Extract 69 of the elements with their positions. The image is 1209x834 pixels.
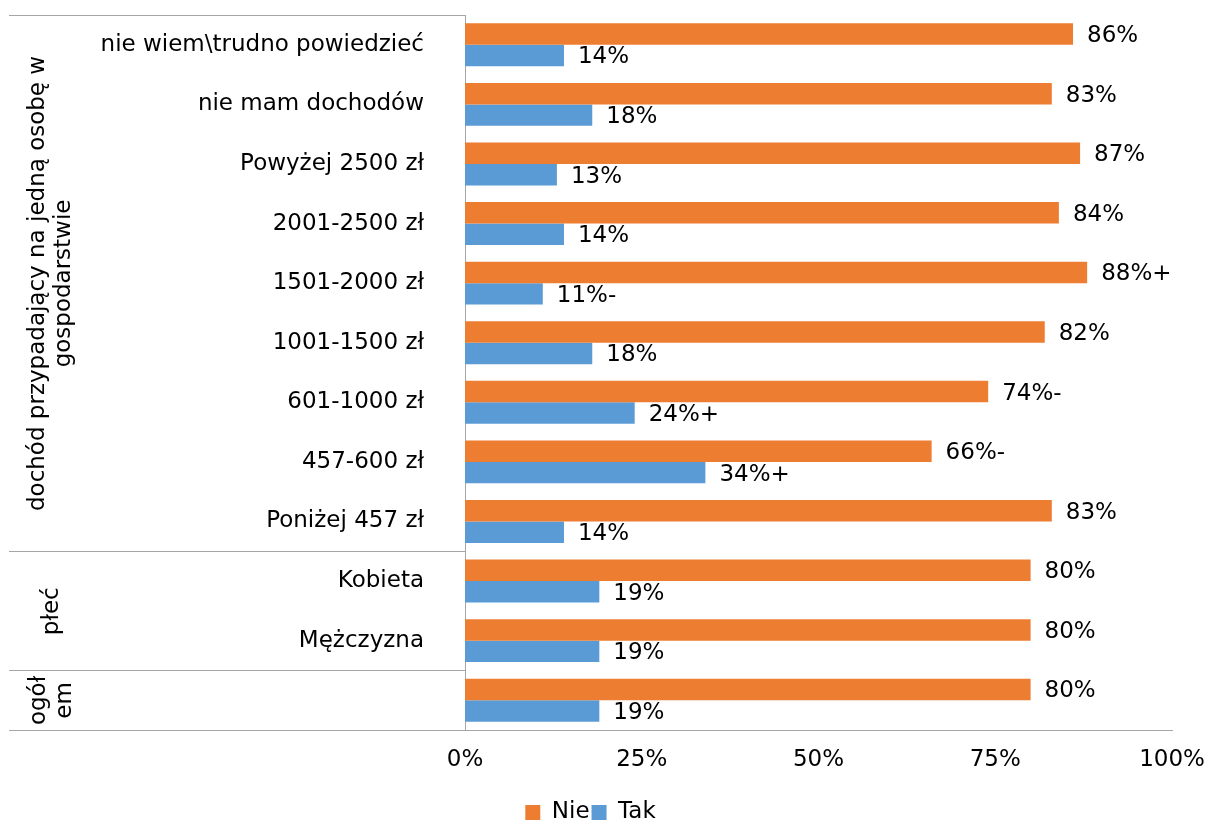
bar	[465, 380, 989, 403]
data-label: 24%+	[648, 399, 720, 426]
bar	[465, 678, 1031, 701]
legend-label: Nie	[551, 797, 590, 824]
bar	[465, 342, 593, 365]
data-label: 87%	[1094, 140, 1146, 167]
x-tick-label: 0%	[446, 744, 484, 771]
bar	[465, 521, 564, 543]
data-label: 83%	[1065, 497, 1117, 524]
data-label: 66%-	[945, 438, 1006, 465]
bar	[465, 700, 600, 722]
data-label: 14%	[577, 221, 630, 248]
bar	[465, 223, 564, 245]
text: dochód przypadający na jedną osobę w gospodarstwie	[23, 54, 77, 513]
bar	[465, 619, 1031, 641]
data-label: 86%	[1087, 21, 1139, 48]
data-label: 83%	[1065, 80, 1117, 107]
y-tick-label: 601-1000 zł	[287, 387, 425, 414]
bar	[465, 500, 1052, 522]
data-label: 13%	[570, 161, 623, 188]
y-tick-label: 457-600 zł	[301, 446, 425, 473]
text: ogółem	[23, 674, 77, 727]
bar	[465, 23, 1074, 45]
y-tick-label: 2001-2500 zł	[272, 208, 425, 235]
text: płeć	[36, 586, 64, 637]
y-tick-label: nie wiem\trudno powiedzieć	[100, 29, 424, 56]
bar	[465, 44, 564, 67]
bar	[465, 461, 706, 484]
legend-label: Tak	[617, 797, 657, 824]
data-label: 84%	[1072, 199, 1125, 226]
data-label: 18%	[606, 340, 658, 367]
data-label: 82%	[1058, 318, 1110, 345]
bar	[465, 82, 1052, 105]
data-label: 19%	[613, 697, 665, 724]
data-label: 74%-	[1002, 378, 1062, 405]
bar	[465, 402, 635, 424]
y-tick-label: Powyżej 2500 zł	[240, 148, 425, 175]
data-label: 19%	[613, 638, 665, 665]
x-tick-label: 75%	[969, 744, 1021, 771]
data-label: 34%+	[719, 459, 790, 486]
bar	[465, 559, 1031, 582]
data-label: 80%	[1044, 616, 1096, 643]
y-tick-label: 1501-2000 zł	[272, 268, 425, 295]
y-tick-label: Poniżej 457 zł	[266, 506, 425, 533]
y-tick-label: Kobieta	[337, 566, 424, 593]
data-label: 14%	[577, 42, 630, 69]
y-tick-label: nie mam dochodów	[197, 89, 424, 116]
y-tick-label: 1001-1500 zł	[272, 327, 425, 354]
data-label: 80%	[1044, 676, 1096, 703]
x-tick-label: 100%	[1139, 744, 1205, 771]
x-tick-label: 50%	[792, 744, 845, 771]
bar	[465, 581, 600, 603]
bar	[465, 440, 932, 462]
x-tick-label: 25%	[616, 744, 668, 771]
bar	[465, 104, 593, 126]
data-label: 11%-	[556, 280, 617, 307]
bar	[465, 283, 543, 305]
data-label: 14%	[577, 519, 630, 546]
bar	[465, 321, 1045, 343]
bar	[465, 640, 600, 663]
data-label: 18%	[606, 102, 658, 129]
bar	[465, 142, 1081, 164]
y-tick-label: Mężczyzna	[298, 625, 424, 652]
data-label: 88%+	[1101, 259, 1172, 286]
bar	[465, 163, 557, 186]
data-label: 80%	[1044, 557, 1096, 584]
bar	[465, 202, 1059, 224]
bar	[465, 261, 1088, 284]
data-label: 19%	[613, 578, 665, 605]
